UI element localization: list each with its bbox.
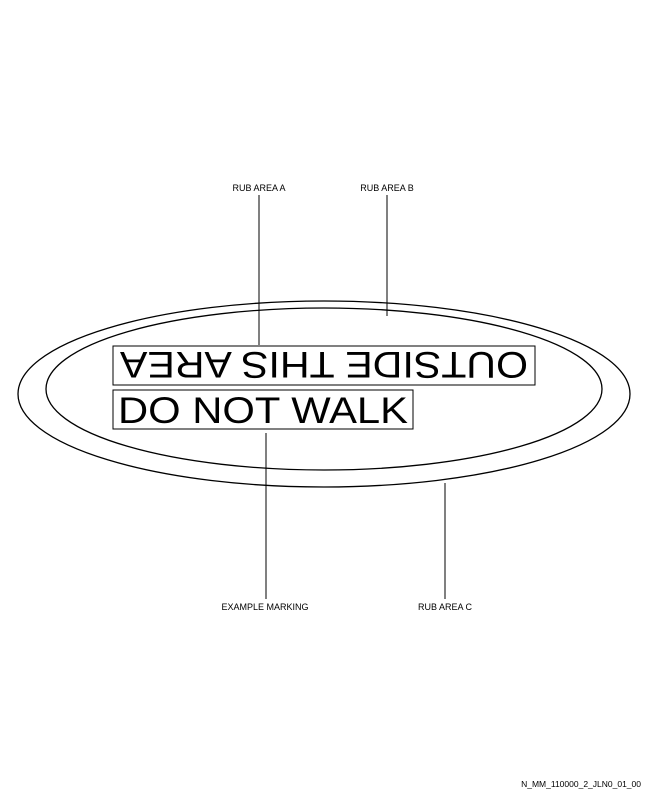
rub-area-a-label: RUB AREA A: [232, 183, 285, 193]
figure-id: N_MM_110000_2_JLN0_01_00: [521, 779, 641, 789]
rub-area-b-label: RUB AREA B: [360, 183, 414, 193]
do-not-walk-text: DO NOT WALK: [118, 390, 408, 431]
inner-ellipse: [45, 307, 603, 471]
outer-ellipse: [17, 300, 631, 488]
rub-area-c-label: RUB AREA C: [418, 602, 473, 612]
do-not-walk-box: [112, 389, 414, 430]
outside-this-area-box: [112, 345, 536, 386]
example-marking-label: EXAMPLE MARKING: [221, 602, 308, 612]
outside-this-area-text: OUTSIDE THIS AREA: [120, 344, 528, 385]
